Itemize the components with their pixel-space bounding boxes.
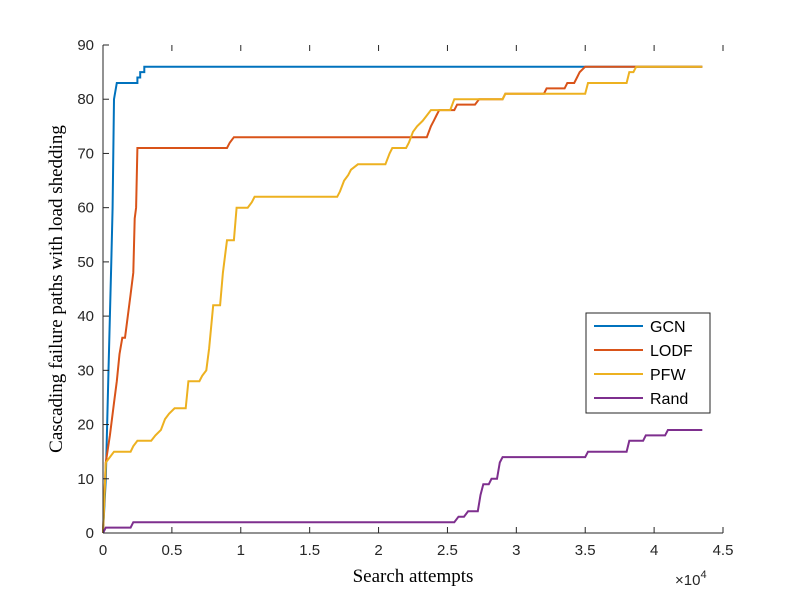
y-tick-label: 60: [77, 200, 94, 217]
axes-layer: [102, 45, 723, 534]
x-multiplier-exponent: 4: [700, 569, 706, 581]
y-ticks: 0 10 20 30 40 50 60 70 80 90: [77, 37, 109, 542]
legend: GCN LODF PFW Rand: [585, 312, 711, 414]
x-tick-label: 4.5: [713, 542, 734, 559]
x-tick-label: 3.5: [575, 542, 596, 559]
series-line-lodf: [102, 65, 703, 534]
legend-label-pfw: PFW: [650, 367, 686, 384]
x-tick-label: 2.5: [437, 542, 458, 559]
series-line-pfw: [102, 65, 703, 534]
x-tick-label: 0: [99, 542, 107, 559]
y-tick-label: 50: [77, 254, 94, 271]
x-tick-label: 0.5: [161, 542, 182, 559]
series-layer: [102, 65, 703, 534]
series-line-gcn: [102, 65, 703, 534]
x-axis-label: Search attempts: [353, 566, 474, 587]
x-tick-label: 2: [374, 542, 382, 559]
legend-label-lodf: LODF: [650, 343, 693, 360]
legend-label-gcn: GCN: [650, 319, 686, 336]
y-tick-label: 70: [77, 145, 94, 162]
y-tick-label: 10: [77, 471, 94, 488]
y-axis-label: Cascading failure paths with load sheddi…: [46, 125, 67, 453]
legend-box: [585, 312, 711, 414]
y-tick-label: 40: [77, 308, 94, 325]
y-tick-label: 80: [77, 91, 94, 108]
x-tick-label: 1.5: [299, 542, 320, 559]
x-tick-label: 4: [650, 542, 658, 559]
x-multiplier-label: ×104: [675, 569, 707, 589]
x-tick-label: 3: [512, 542, 520, 559]
y-tick-label: 30: [77, 362, 94, 379]
y-tick-label: 90: [77, 37, 94, 54]
legend-label-rand: Rand: [650, 391, 688, 408]
y-tick-label: 0: [86, 525, 94, 542]
series-line-rand: [102, 429, 703, 534]
x-ticks: 0 0.5 1 1.5 2 2.5 3 3.5 4 4.5: [99, 45, 734, 559]
x-tick-label: 1: [237, 542, 245, 559]
x-multiplier-base: ×10: [675, 572, 700, 589]
y-tick-label: 20: [77, 417, 94, 434]
plot-background: [103, 45, 723, 533]
